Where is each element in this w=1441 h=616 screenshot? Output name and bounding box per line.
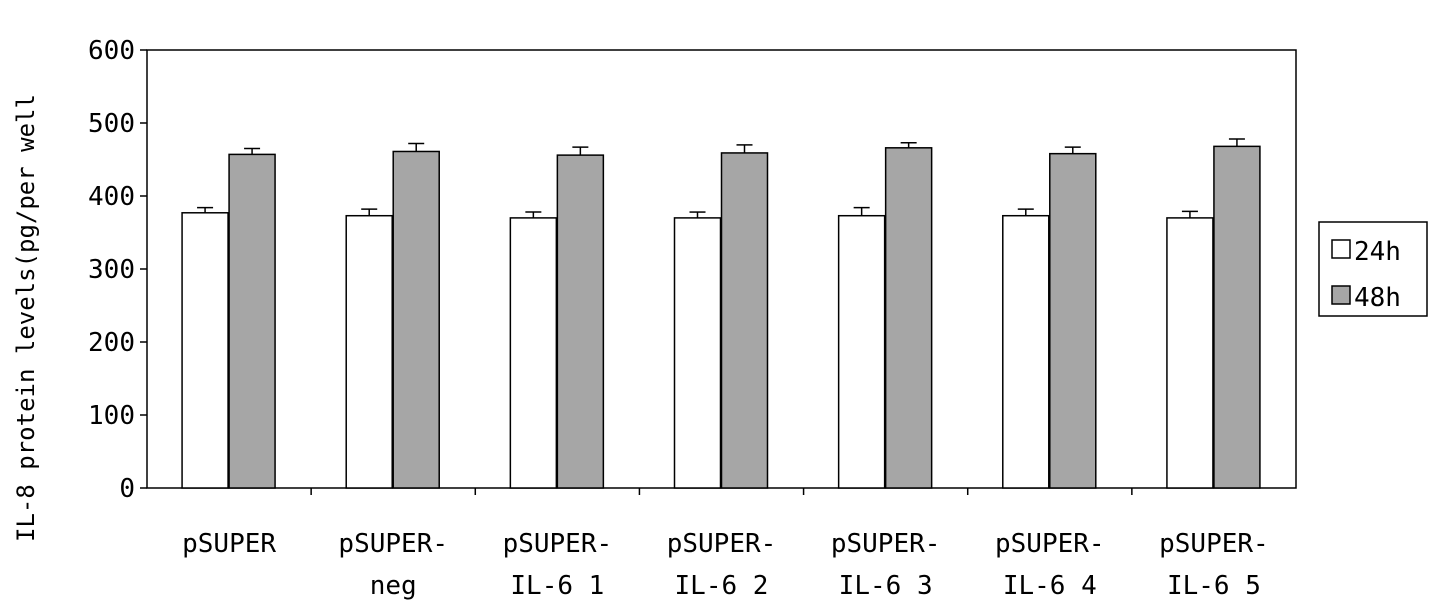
bar-48h xyxy=(228,153,276,489)
x-tick-label: pSUPER- IL-6 3 xyxy=(831,529,941,601)
x-tick-label-line: pSUPER- xyxy=(338,529,448,559)
bar-48h xyxy=(1213,145,1261,489)
legend-swatch xyxy=(1331,239,1351,259)
y-axis-title: IL-8 protein levels(pg/per well xyxy=(12,94,40,542)
legend: 24h 48h xyxy=(1318,221,1428,317)
bar-48h xyxy=(884,147,933,489)
x-tick-label-line: IL-6 4 xyxy=(1003,571,1097,601)
y-tick-label: 600 xyxy=(88,36,135,66)
legend-label: 48h xyxy=(1354,283,1401,313)
x-tick-label-line: IL-6 1 xyxy=(510,571,604,601)
x-tick-label-line: IL-6 3 xyxy=(839,571,933,601)
x-tick-label-line: pSUPER- xyxy=(503,529,613,559)
x-tick-label: pSUPER- IL-6 1 xyxy=(503,529,613,601)
y-tick-label: 300 xyxy=(88,255,135,285)
x-tick-label-line: IL-6 5 xyxy=(1167,571,1261,601)
bar-48h xyxy=(392,150,440,489)
bar-48h xyxy=(720,152,769,489)
bars-layer xyxy=(181,145,1261,489)
legend-label: 24h xyxy=(1354,237,1401,267)
x-tick-label-line: IL-6 2 xyxy=(675,571,769,601)
bar-48h xyxy=(556,154,605,489)
x-tick-label: pSUPER- IL-6 4 xyxy=(995,529,1105,601)
bar-24h xyxy=(1166,217,1214,489)
y-tick-label: 400 xyxy=(88,182,135,212)
bar-24h xyxy=(345,214,393,489)
bar-24h xyxy=(509,217,558,489)
bar-24h xyxy=(837,214,886,489)
x-tick-label: pSUPER xyxy=(182,529,276,559)
y-tick-label: 500 xyxy=(88,109,135,139)
x-tick-label-line: neg xyxy=(370,571,417,601)
y-tick-label: 0 xyxy=(119,474,135,504)
error-bars-layer xyxy=(197,138,1245,218)
bar-24h xyxy=(1002,214,1050,489)
x-tick-label-line: pSUPER xyxy=(182,529,276,559)
x-tick-label-line: pSUPER- xyxy=(667,529,777,559)
x-tick-label: pSUPER- IL-6 2 xyxy=(667,529,777,601)
bar-24h xyxy=(181,212,229,489)
legend-swatch xyxy=(1331,285,1351,305)
y-tick-label: 100 xyxy=(88,401,135,431)
x-tick-label-line: pSUPER- xyxy=(995,529,1105,559)
x-tick-label: pSUPER-neg xyxy=(338,529,448,601)
x-tick-label: pSUPER- IL-6 5 xyxy=(1159,529,1269,601)
x-tick-label-line: pSUPER- xyxy=(1159,529,1269,559)
x-tick-label-line: pSUPER- xyxy=(831,529,941,559)
bar-24h xyxy=(673,217,722,489)
y-tick-label: 200 xyxy=(88,328,135,358)
bar-48h xyxy=(1049,152,1097,489)
